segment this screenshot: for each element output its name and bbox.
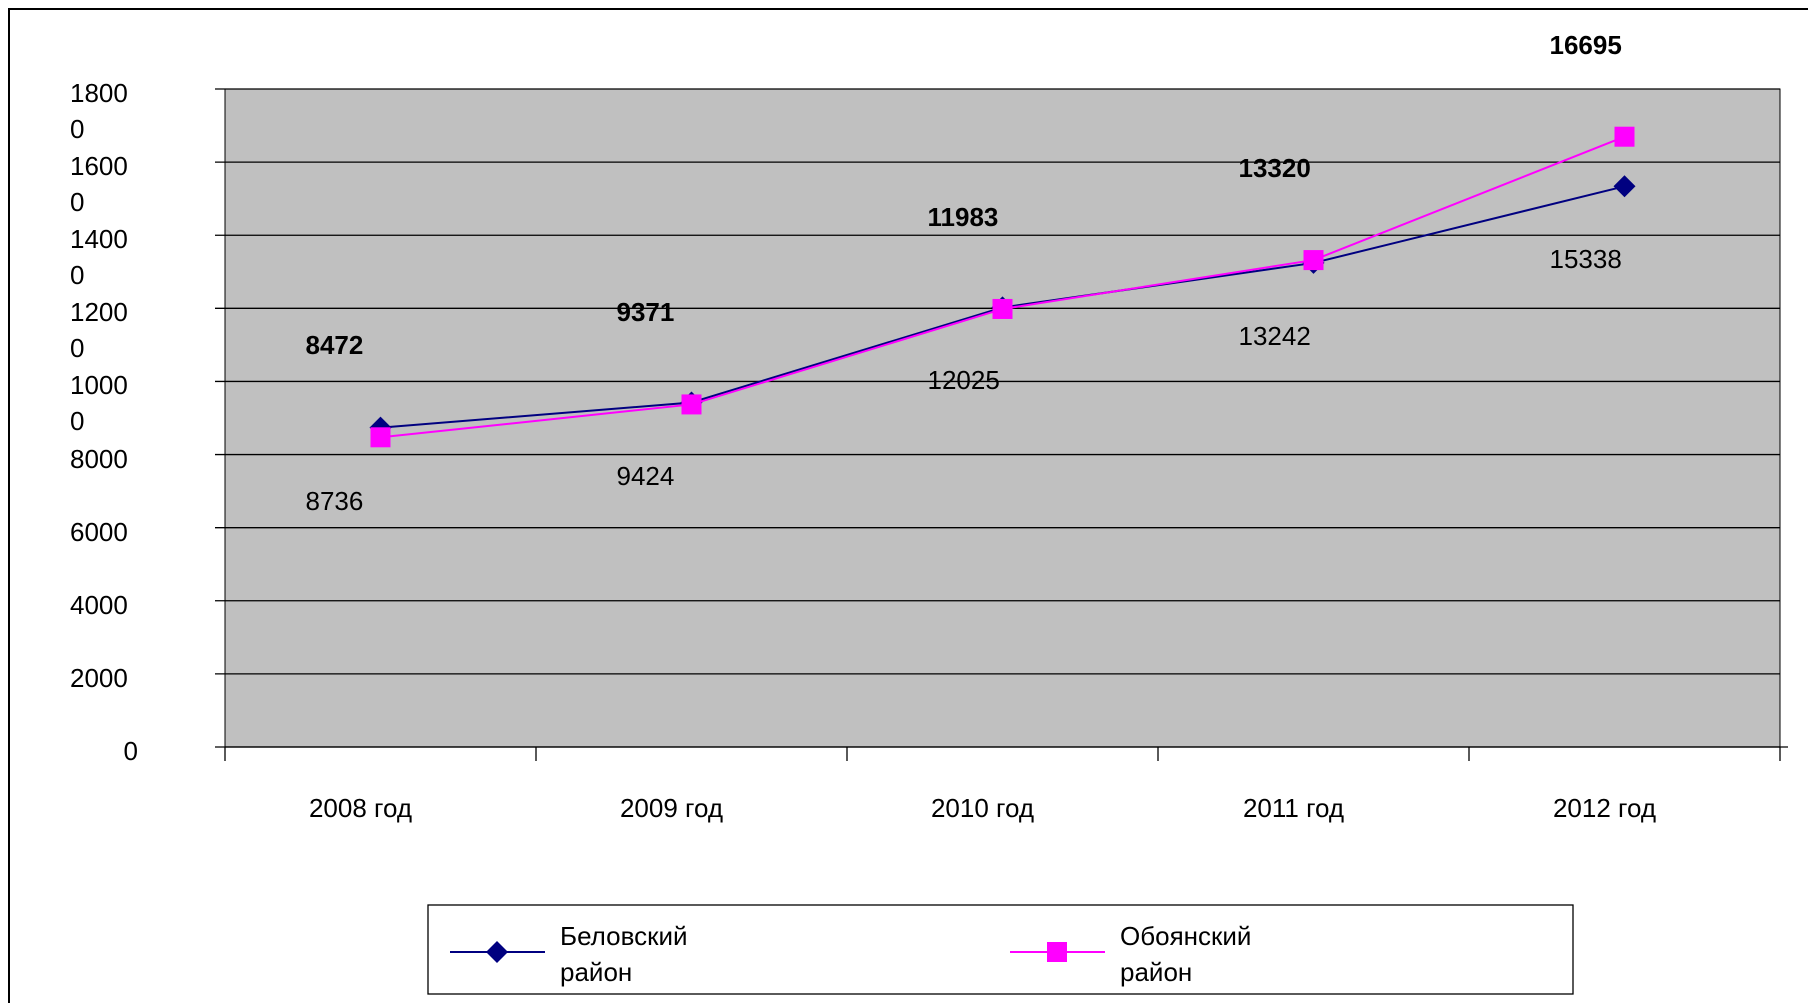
y-tick-label: 4000 <box>70 589 128 620</box>
x-tick-label: 2009 год <box>619 793 724 823</box>
data-label: 12025 <box>927 365 1000 396</box>
y-tick-label: 2000 <box>70 662 128 693</box>
legend-box <box>427 904 1574 995</box>
x-tick-label: 2012 год <box>1552 793 1657 823</box>
data-label: 13242 <box>1238 320 1311 351</box>
legend-marker <box>1047 942 1067 962</box>
y-tick-label: 10000 <box>70 370 128 437</box>
data-label: 9371 <box>616 297 675 328</box>
data-label: 13320 <box>1238 153 1311 184</box>
data-label: 16695 <box>1549 29 1622 60</box>
legend-label: Беловский район <box>560 921 688 987</box>
x-tick-label: 2010 год <box>930 793 1035 823</box>
data-label: 8472 <box>305 330 364 361</box>
data-label: 15338 <box>1549 244 1622 275</box>
y-tick-label: 18000 <box>70 78 128 144</box>
data-label: 9424 <box>616 460 675 491</box>
y-tick-label: 8000 <box>70 443 128 474</box>
y-tick-label: 6000 <box>70 516 128 547</box>
data-point <box>1303 250 1324 271</box>
y-tick-label: 14000 <box>70 224 128 291</box>
data-point <box>1613 175 1636 198</box>
x-tick-label: 2008 год <box>308 793 413 823</box>
plot-area <box>224 88 1781 748</box>
data-point <box>370 427 391 448</box>
data-point <box>681 394 702 415</box>
y-tick-label: 0 <box>123 736 138 766</box>
data-label: 8736 <box>305 485 364 516</box>
legend-marker <box>486 941 508 963</box>
y-tick-label: 16000 <box>70 151 128 218</box>
data-label: 11983 <box>927 201 999 232</box>
data-point <box>1614 126 1635 147</box>
y-tick-label: 12000 <box>70 297 128 364</box>
data-point <box>992 298 1013 319</box>
legend-label: Обоянский район <box>1120 921 1252 987</box>
outer-frame <box>8 8 1808 1003</box>
x-tick-label: 2011 год <box>1242 793 1345 823</box>
